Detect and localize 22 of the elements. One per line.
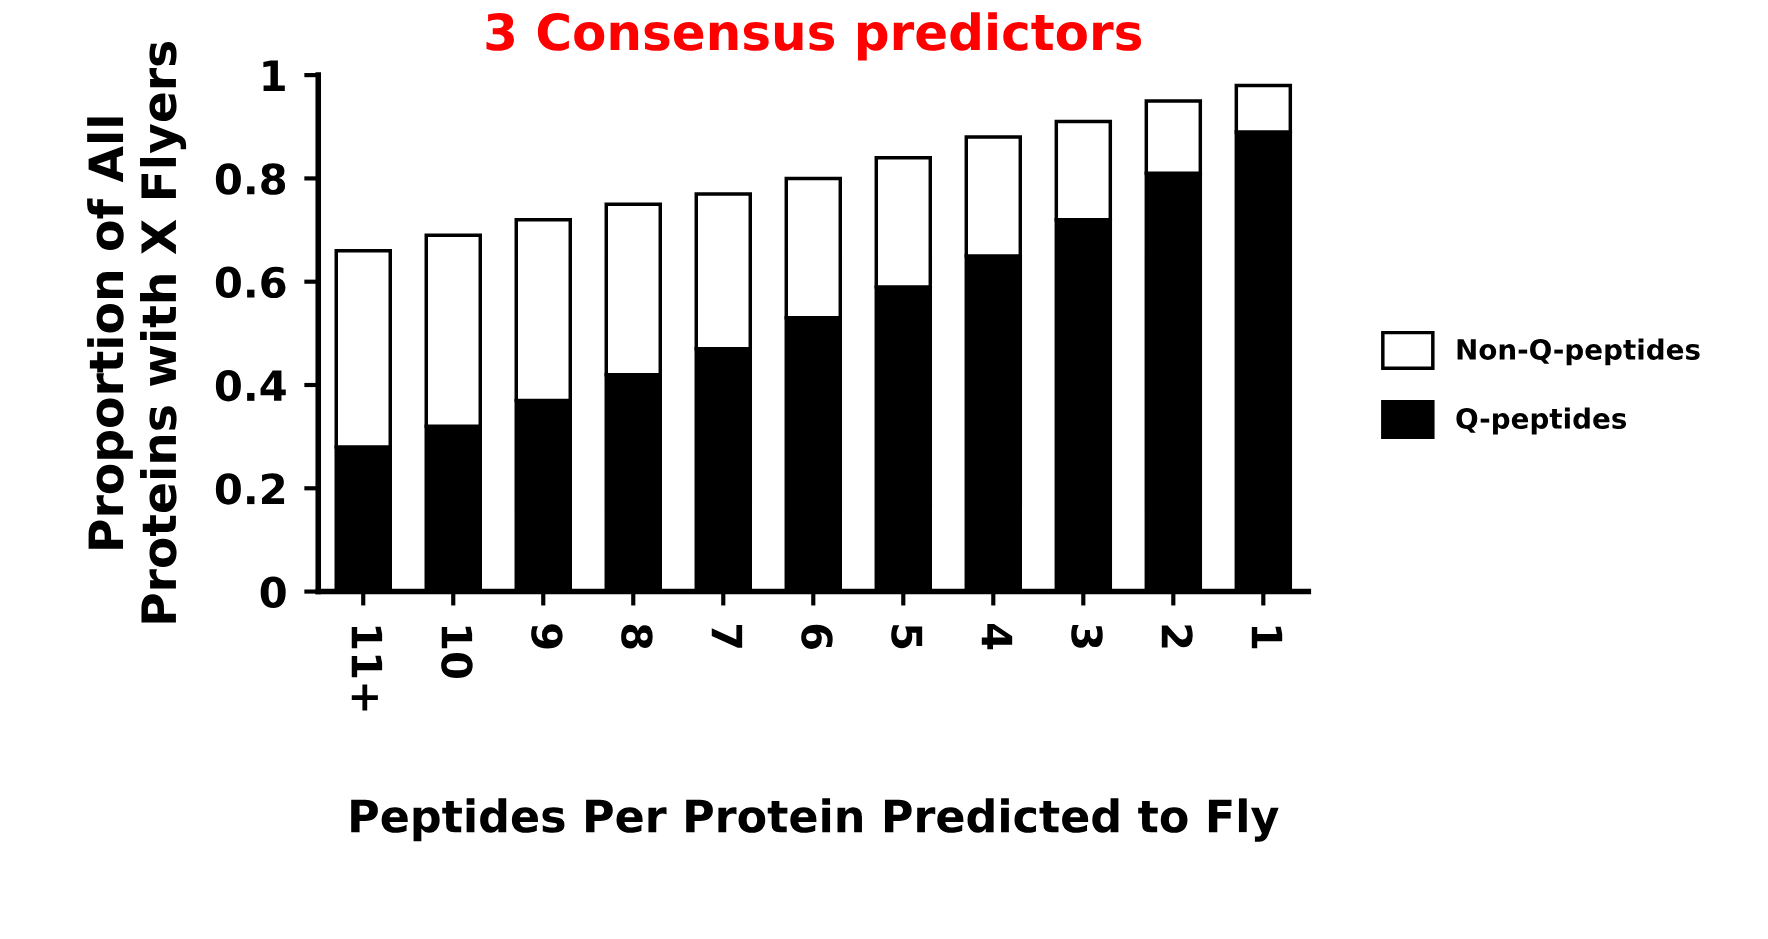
x-tick-label: 1 — [1251, 626, 1283, 649]
x-tick-label: 6 — [801, 624, 833, 649]
y-tick-label: 0.4 — [215, 369, 286, 402]
y-tick-label: 0.8 — [215, 163, 286, 195]
y-axis-title: Proportion of All Proteins with X Flyers — [87, 41, 187, 623]
y-tick-label: 0.6 — [215, 266, 286, 299]
legend-label: Q-peptides — [1456, 407, 1627, 435]
y-tick-label: 0 — [260, 576, 286, 608]
x-tick-label: 2 — [1161, 625, 1193, 648]
y-tick-label: 1 — [263, 60, 285, 91]
x-tick-label: 8 — [621, 624, 653, 649]
x-tick-label: 11+ — [351, 626, 383, 711]
x-tick-label: 5 — [891, 625, 923, 649]
x-tick-label: 9 — [531, 624, 563, 649]
x-tick-label: 10 — [441, 626, 473, 679]
x-axis-title: Peptides Per Protein Predicted to Fly — [351, 798, 1279, 842]
legend-label: Non-Q-peptides — [1457, 338, 1700, 366]
y-tick-label: 0.2 — [215, 473, 285, 505]
chart-title: 3 Consensus predictors — [486, 12, 1142, 61]
x-tick-label: 7 — [711, 624, 743, 648]
x-tick-label: 3 — [1071, 624, 1103, 648]
x-tick-label: 4 — [981, 624, 1013, 650]
